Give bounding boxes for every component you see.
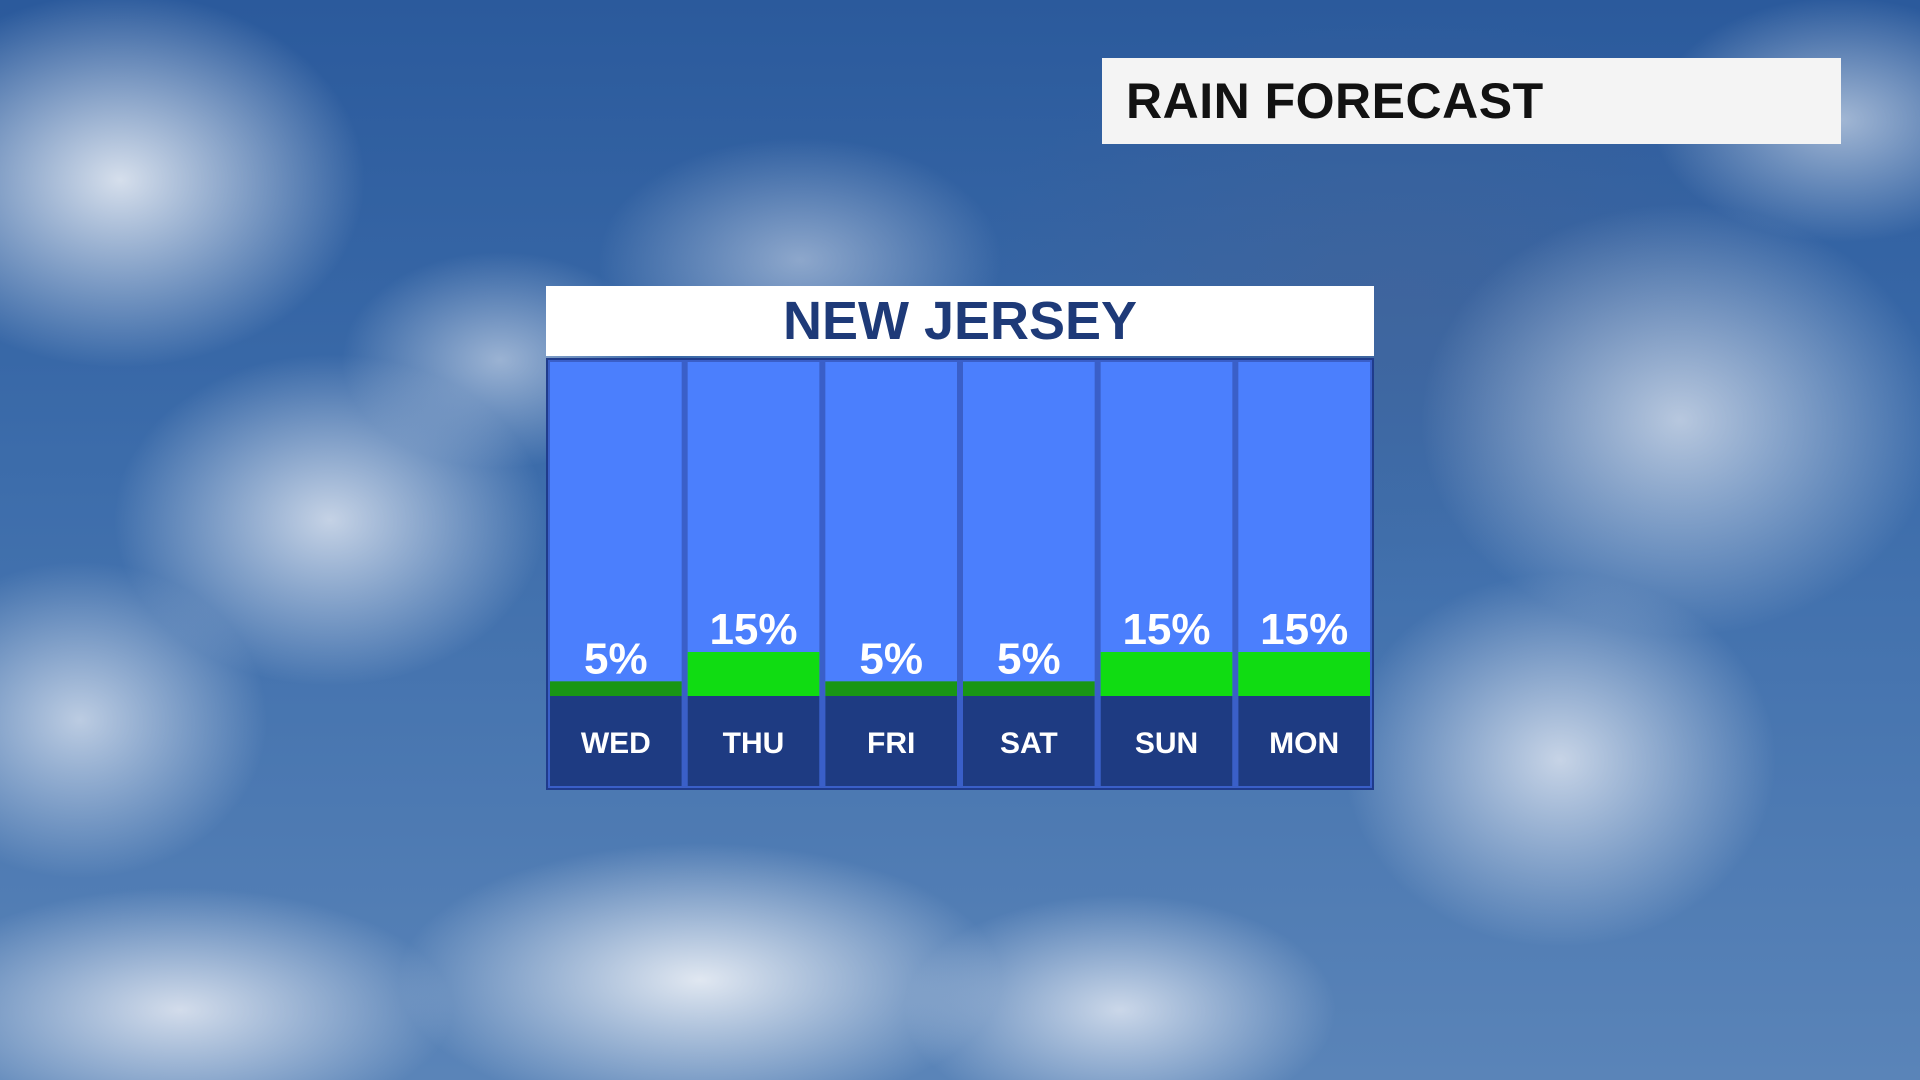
rain-chance-chart: 5% WED 15% THU 5% FRI 5% SAT 15% SUN 15% MON (550, 362, 1370, 786)
day-label-sat: SAT (1000, 727, 1058, 760)
bar-sun (1100, 652, 1233, 696)
day-label-wed: WED (581, 727, 651, 760)
value-label-thu: 15% (709, 605, 797, 654)
day-box-sun (1100, 696, 1233, 786)
day-label-mon: MON (1269, 727, 1339, 760)
bar-wed (550, 681, 682, 696)
banner-title: RAIN FORECAST (1126, 73, 1544, 129)
value-label-wed: 5% (584, 634, 648, 683)
value-label-fri: 5% (859, 634, 923, 683)
bar-sat (963, 681, 1095, 696)
day-label-sun: SUN (1135, 727, 1198, 760)
chart-title: NEW JERSEY (782, 291, 1138, 351)
day-box-sat (963, 696, 1095, 786)
day-box-thu (687, 696, 820, 786)
panel-header: NEW JERSEY (546, 286, 1374, 356)
day-label-thu: THU (723, 727, 785, 760)
value-label-sat: 5% (997, 634, 1061, 683)
value-label-sun: 15% (1122, 605, 1210, 654)
bar-thu (687, 652, 820, 696)
value-label-mon: 15% (1260, 605, 1348, 654)
forecast-panel: NEW JERSEY 5% WED 15% THU 5% FRI 5% SAT 15% SUN 15… (546, 286, 1374, 790)
bar-fri (825, 681, 957, 696)
day-box-wed (550, 696, 682, 786)
bar-mon (1238, 652, 1370, 696)
rain-forecast-banner: RAIN FORECAST (1102, 58, 1841, 144)
day-box-mon (1238, 696, 1370, 786)
day-label-fri: FRI (867, 727, 915, 760)
day-box-fri (825, 696, 957, 786)
chart-body: 5% WED 15% THU 5% FRI 5% SAT 15% SUN 15% MON (546, 358, 1374, 790)
